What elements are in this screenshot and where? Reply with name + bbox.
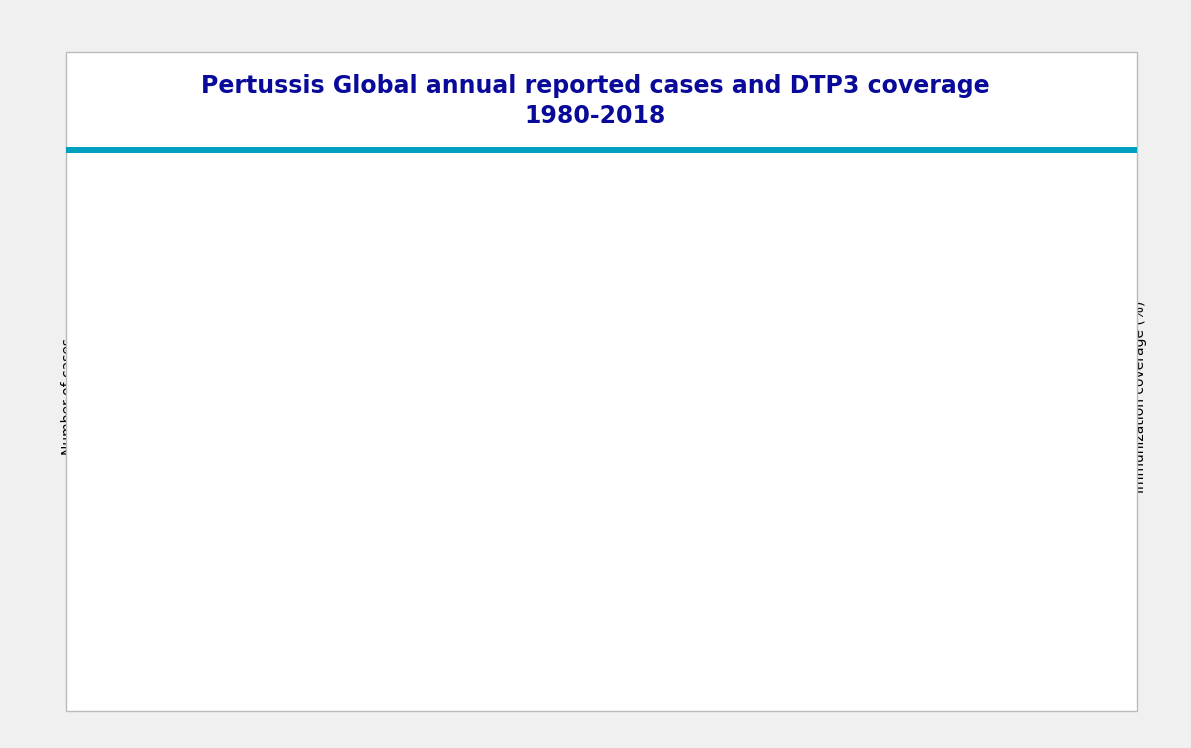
Bar [130, 200, 148, 621]
Bar [1017, 586, 1036, 621]
Bar [722, 559, 740, 621]
Bar [869, 586, 888, 621]
Bar [894, 584, 912, 621]
Bar [968, 583, 986, 621]
Bar [672, 590, 691, 621]
Text: Pertussis Global annual reported cases and DTP3 coverage: Pertussis Global annual reported cases a… [201, 74, 990, 98]
Bar [179, 230, 198, 621]
Bar [549, 583, 567, 621]
Bar [821, 588, 838, 621]
Text: 1980-2018: 1980-2018 [525, 104, 666, 128]
Bar [993, 586, 1011, 621]
Bar [746, 591, 765, 621]
Bar [401, 524, 419, 621]
Bar [252, 396, 272, 621]
Bar [918, 583, 937, 621]
Bar [1067, 588, 1085, 621]
Bar [351, 494, 370, 621]
Bar [376, 521, 394, 621]
Bar [229, 354, 247, 621]
Bar [648, 592, 666, 621]
Bar [771, 591, 790, 621]
Bar [1042, 586, 1060, 621]
Bar [598, 586, 617, 621]
Bar [326, 497, 345, 621]
Bar [844, 588, 863, 621]
Bar [450, 559, 469, 621]
Bar [303, 476, 320, 621]
Bar [623, 591, 641, 621]
Y-axis label: Immunization coverage (%): Immunization coverage (%) [1134, 300, 1147, 493]
Bar [796, 588, 813, 621]
Bar [697, 596, 716, 621]
Bar [475, 561, 493, 621]
Bar [204, 332, 222, 621]
Bar [574, 578, 592, 621]
Bar [499, 579, 518, 621]
Bar [524, 583, 543, 621]
Bar [425, 554, 444, 621]
Y-axis label: Number of cases: Number of cases [61, 338, 75, 455]
Bar [943, 586, 962, 621]
Bar [278, 446, 297, 621]
Bar [155, 232, 173, 621]
